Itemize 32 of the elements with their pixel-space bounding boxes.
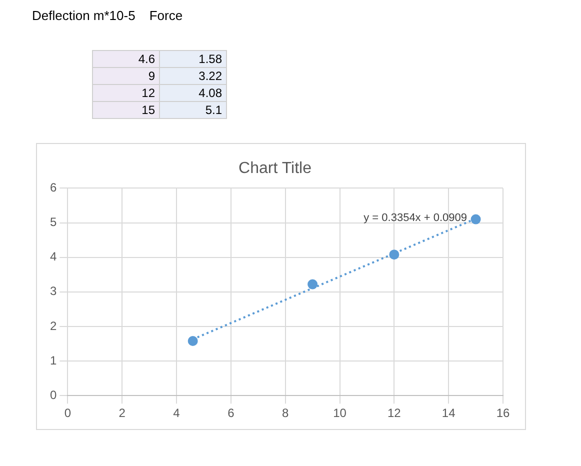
text: 15 [92,102,160,118]
text: 3.22 [160,68,226,84]
text: 9 [92,68,160,84]
x-tick-label: 16 [496,406,510,420]
text: 4.08 [160,84,226,102]
x-tick-label: 10 [333,406,347,420]
x-tick-label: 4 [173,406,180,420]
text: 5.1 [160,102,226,118]
y-tick-label: 2 [50,318,57,333]
x-tick-label: 2 [118,406,126,420]
x-tick-label: 14 [442,406,456,420]
text: 4.6 [92,50,160,68]
y-tick-label: 6 [50,180,57,195]
text: Deflection m*10-5 [32,8,136,25]
text: Force [149,8,183,25]
y-tick-label: 5 [50,215,57,230]
chart-title: Chart Title [238,160,312,178]
point [389,250,400,260]
x-tick-label: 0 [64,406,72,420]
y-tick-label: 1 [50,353,57,368]
y-tick-label: 0 [50,388,57,402]
y-tick-label: 3 [50,284,57,298]
y-tick-label: 4 [50,250,57,264]
point [188,336,198,346]
point [470,214,481,224]
x-tick-label: 8 [282,406,289,420]
x-tick-label: 6 [228,406,235,420]
text: 12 [92,84,160,102]
annotation: y = 0.3354x + 0.0909 [364,212,467,224]
x-tick-label: 12 [387,406,402,420]
text: 1.58 [160,50,226,68]
point [308,279,318,290]
